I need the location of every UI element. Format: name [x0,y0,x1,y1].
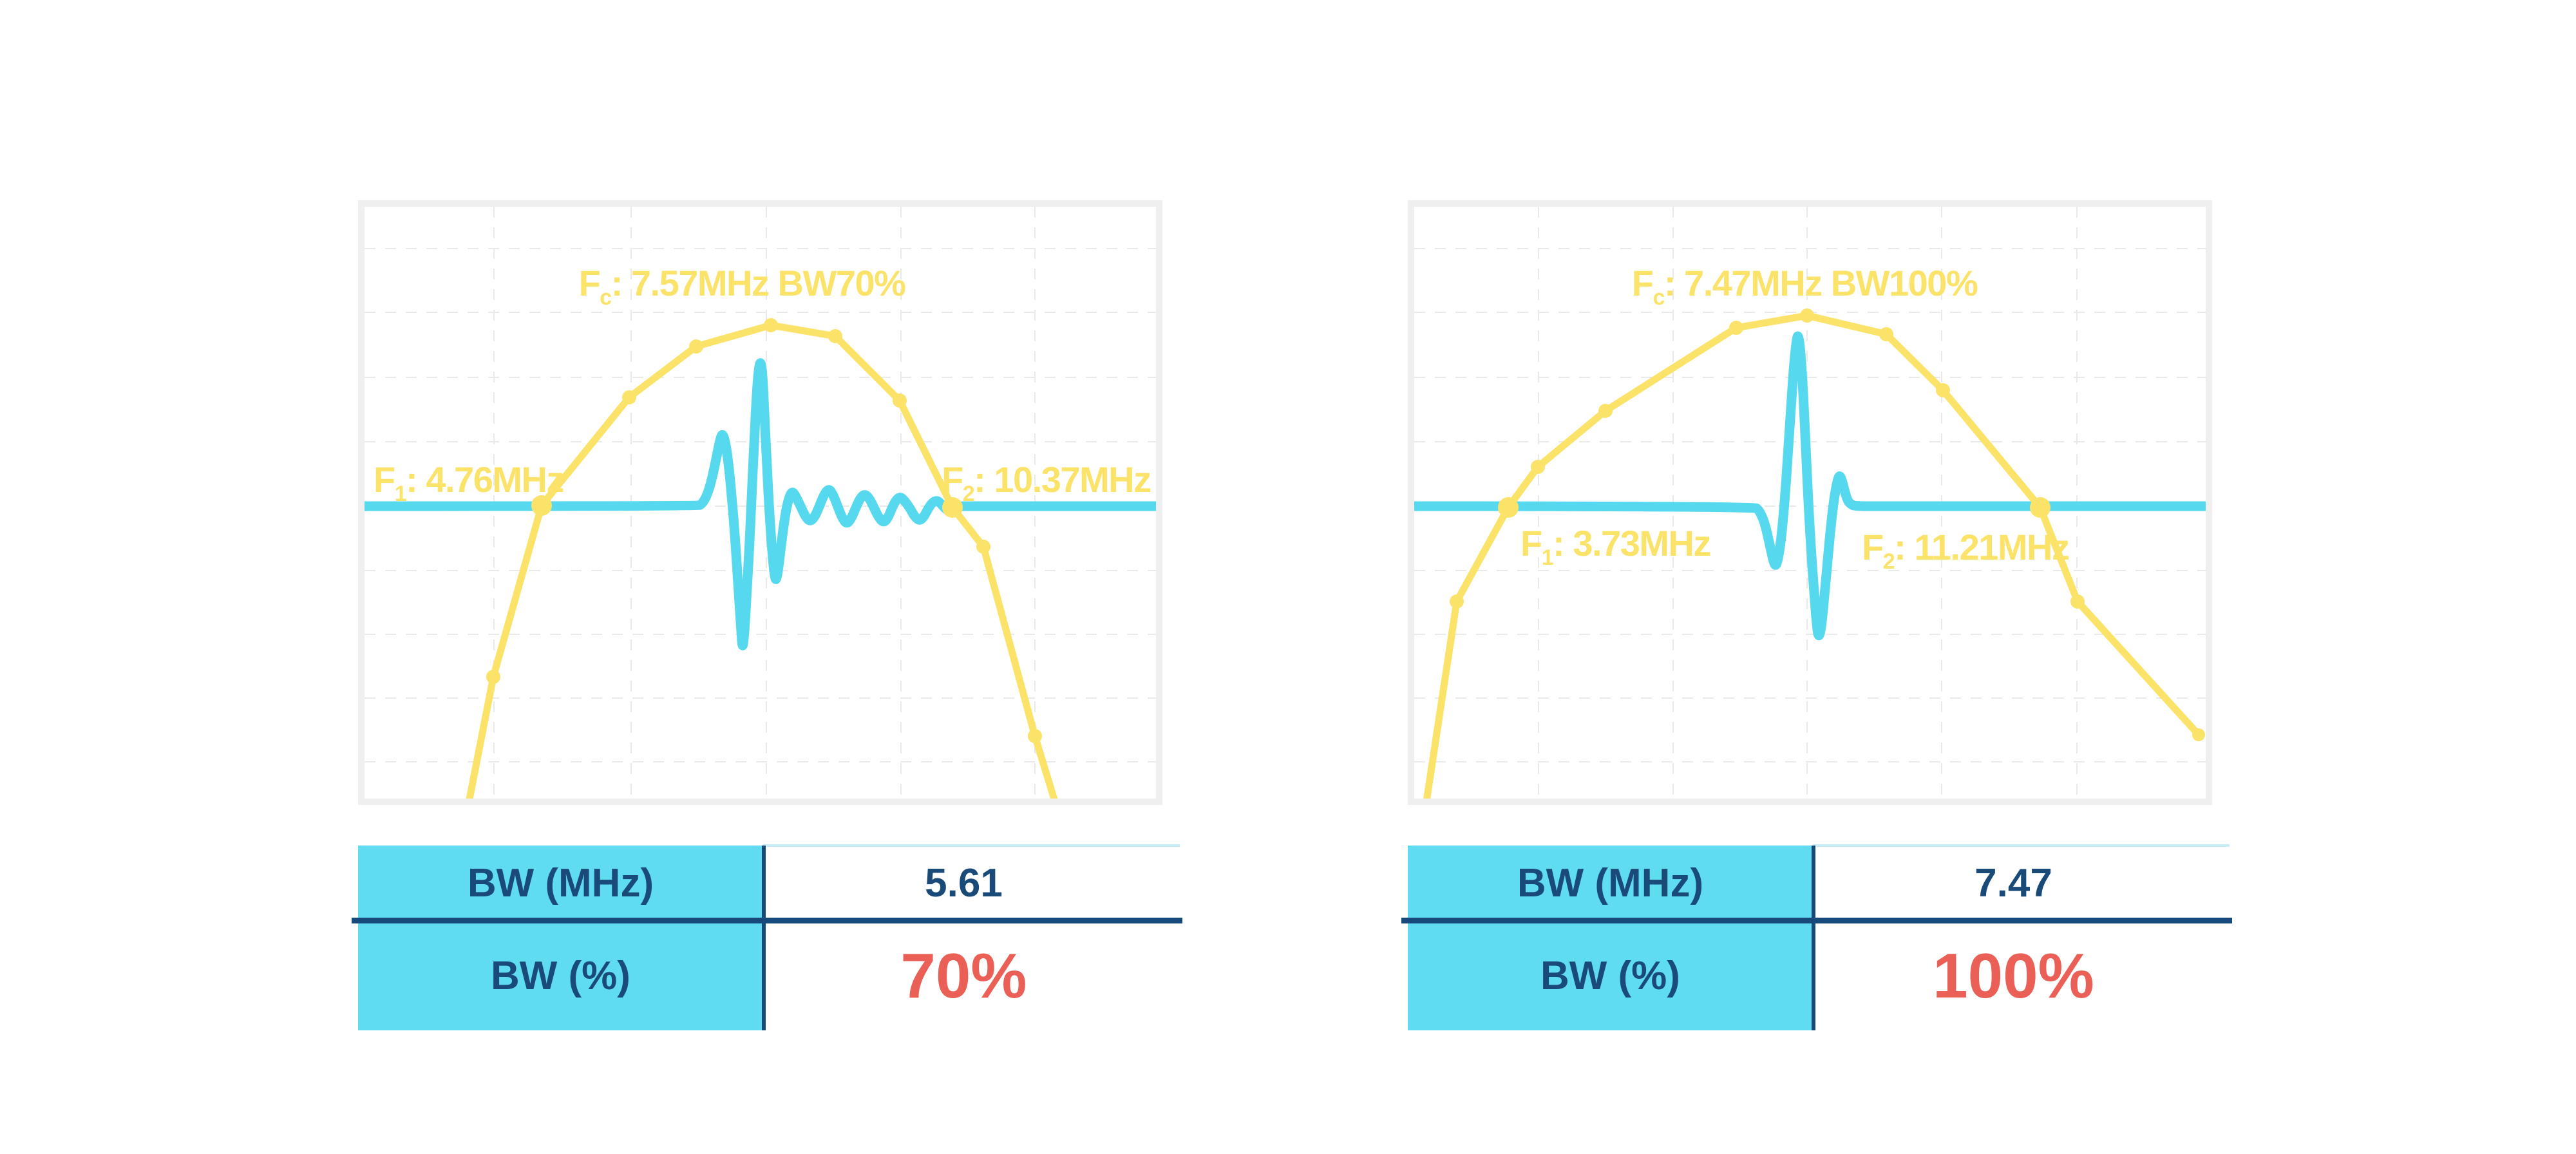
chart-frame-bw100: Fc: 7.47MHz BW100% F1: 3.73MHz F2: 11.21MH… [1408,200,2212,805]
pulse-waveform [1414,331,2206,641]
f1-label: F1: 3.73MHz [1520,523,1710,570]
fc-label: Fc: 7.47MHz BW100% [1632,263,1978,310]
table-row: BW (MHz) 7.47 [1408,846,2214,921]
spectrum-plot-bw70: Fc: 7.57MHz BW70% F1: 4.76MHz F2: 10.37MHz [365,207,1156,799]
data-point-marker [976,540,990,554]
table-horizontal-divider [352,918,1182,923]
row-label-cell: BW (MHz) [1408,846,1813,921]
data-point-marker [1450,594,1464,609]
bandwidth-table-bw100: BW (MHz) 7.47 BW (%) 100% [1401,844,2232,1030]
table-vertical-divider [762,846,766,1030]
data-point-marker [486,670,500,684]
table-top-accent-line [763,844,1180,847]
data-point-marker [828,329,842,343]
data-point-marker [1598,404,1613,418]
f1-label: F1: 4.76MHz [374,459,564,506]
table-row: BW (%) 100% [1408,921,2214,1030]
table-row: BW (%) 70% [358,921,1164,1030]
table-vertical-divider [1812,846,1815,1030]
row-label-cell: BW (MHz) [358,846,763,921]
data-point-marker [1800,308,1814,323]
data-point-marker [1729,321,1743,335]
bandwidth-table-bw70: BW (MHz) 5.61 BW (%) 70% [352,844,1182,1030]
data-point-marker [622,390,636,404]
data-point-marker [689,339,703,354]
table-top-accent-line [1813,844,2230,847]
spectrum-plot-bw100: Fc: 7.47MHz BW100% F1: 3.73MHz F2: 11.21MH… [1414,207,2206,799]
row-value-cell: 5.61 [763,846,1164,921]
data-point-marker [1498,497,1519,518]
spectrum-curve [1423,312,2202,799]
data-point-marker [942,497,963,518]
row-value-cell: 7.47 [1813,846,2214,921]
fc-label: Fc: 7.57MHz BW70% [579,263,906,310]
data-point-marker [1936,383,1950,397]
row-value-cell: 70% [763,921,1164,1030]
table-horizontal-divider [1401,918,2232,923]
pulse-waveform [365,358,1156,650]
data-point-marker [531,495,552,516]
table-row: BW (MHz) 5.61 [358,846,1164,921]
chart-frame-bw70: Fc: 7.57MHz BW70% F1: 4.76MHz F2: 10.37MHz [358,200,1162,805]
data-point-marker [1531,460,1545,474]
data-point-marker [893,393,907,408]
f2-label: F2: 10.37MHz [942,459,1151,506]
data-point-marker [2192,728,2205,741]
data-point-marker [1028,729,1042,743]
row-label-cell: BW (%) [1408,921,1813,1030]
f2-label: F2: 11.21MHz [1862,527,2069,574]
data-point-marker [764,318,778,332]
data-point-marker [1879,327,1893,341]
data-point-marker [2030,497,2050,518]
data-point-marker [2070,594,2085,609]
row-label-cell: BW (%) [358,921,763,1030]
row-value-cell: 100% [1813,921,2214,1030]
spectrum-curve [466,321,1058,799]
